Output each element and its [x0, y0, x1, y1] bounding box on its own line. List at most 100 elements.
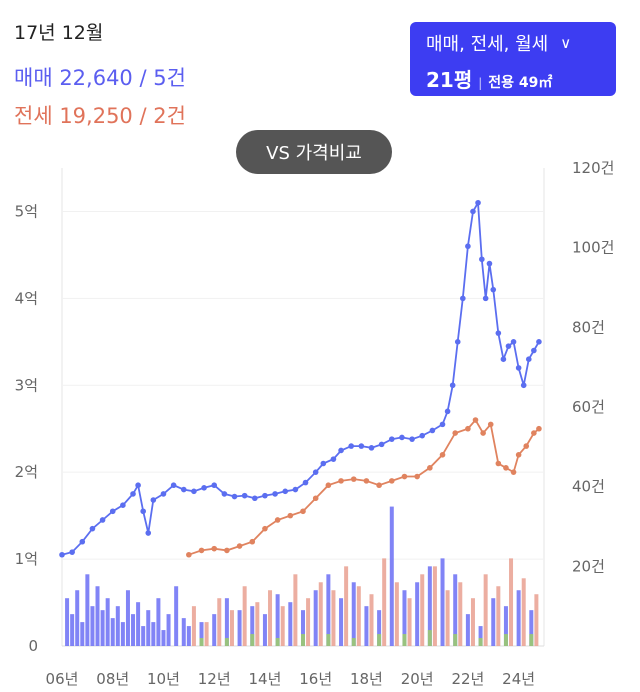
lease-price-point: [401, 473, 408, 480]
lease-price-point: [350, 476, 357, 482]
lease-price-point: [523, 443, 530, 449]
lease-price-point: [249, 538, 256, 545]
sale-price-point: [292, 486, 299, 493]
lease-price-point: [287, 512, 294, 519]
sale-price-point: [419, 432, 426, 439]
volume-bar: [70, 614, 75, 646]
volume-bar: [402, 634, 407, 646]
pyeong-label: 21평: [426, 68, 473, 92]
sale-price-point: [302, 479, 309, 486]
volume-bar: [224, 598, 229, 646]
volume-bar: [204, 622, 209, 646]
period-label: 17년 12월: [14, 22, 104, 44]
chart-grid: [61, 168, 545, 647]
volume-bar: [161, 630, 166, 646]
volume-bar: [445, 590, 450, 646]
sale-price-point: [505, 343, 512, 349]
lease-price-point: [427, 465, 433, 471]
volume-bar: [326, 634, 331, 646]
volume-bar: [521, 578, 526, 646]
sale-price-point: [449, 382, 456, 389]
volume-bar: [224, 638, 229, 646]
volume-bar: [229, 610, 234, 646]
volume-bar: [339, 598, 344, 646]
volume-bar: [440, 558, 445, 646]
lease-price-point: [376, 482, 382, 489]
sale-price-point: [145, 530, 152, 536]
price-lines: [59, 199, 542, 558]
trade-type-label: 매매, 전세, 월세: [426, 34, 549, 55]
lease-price-point: [325, 482, 332, 489]
sale-price-point: [221, 491, 228, 497]
lease-price-point: [262, 525, 268, 532]
y-left-tick-label: 2억: [15, 463, 38, 481]
lease-price-point: [388, 478, 395, 484]
sale-price-point: [109, 508, 116, 515]
sale-price-point: [282, 488, 289, 495]
volume-bar: [105, 598, 110, 646]
volume-bar: [369, 594, 374, 646]
sale-price-point: [388, 436, 395, 442]
sale-price-point: [409, 436, 415, 442]
volume-bar: [432, 566, 437, 646]
chevron-down-icon: ∨: [560, 34, 572, 52]
volume-bar: [306, 598, 311, 646]
volume-bar: [326, 574, 331, 646]
volume-bar: [313, 590, 318, 646]
sale-price-point: [439, 421, 446, 428]
volume-bar: [151, 622, 156, 646]
sale-price-point: [510, 339, 517, 345]
sale-price-point: [140, 508, 146, 515]
lease-price-point: [503, 465, 509, 471]
lease-price-point: [515, 452, 522, 458]
sale-price-point: [482, 295, 489, 302]
y-left-tick-label: 5억: [15, 202, 38, 220]
volume-bar: [268, 590, 273, 646]
volume-bar: [275, 638, 280, 646]
sale-price-point: [444, 408, 451, 415]
sale-price-point: [486, 260, 493, 267]
sale-price-point: [399, 434, 405, 441]
volume-bar: [199, 638, 204, 646]
x-tick-label: 06년: [46, 670, 79, 688]
volume-bar: [250, 606, 255, 646]
sale-price-point: [170, 482, 177, 489]
volume-bar: [318, 582, 323, 646]
volume-bar: [402, 590, 407, 646]
sale-price-point: [312, 469, 319, 475]
volume-bar: [65, 598, 70, 646]
lease-price-point: [465, 425, 471, 432]
divider: |: [478, 76, 483, 90]
volume-bar: [115, 606, 120, 646]
volume-bar: [427, 630, 432, 646]
sale-price-point: [520, 382, 527, 389]
volume-bar: [301, 634, 305, 646]
volume-bar: [120, 622, 125, 646]
sale-price-point: [479, 256, 485, 263]
volume-bar: [275, 594, 280, 646]
lease-price-point: [224, 547, 230, 554]
sale-price-point: [135, 482, 141, 489]
lease-price-point: [536, 425, 542, 432]
lease-price-point: [312, 495, 319, 502]
volume-bar: [110, 618, 115, 646]
lease-price-point: [414, 473, 420, 480]
trade-filter-button[interactable]: 매매, 전세, 월세 ∨ 21평 | 전용 49㎡: [410, 22, 616, 96]
volume-bar: [181, 618, 186, 646]
lease-price-point: [274, 517, 281, 523]
volume-bar: [503, 634, 508, 646]
volume-bar: [458, 582, 463, 646]
exclusive-area-label: 전용 49㎡: [488, 75, 553, 91]
lease-price-point: [472, 417, 479, 423]
volume-bar: [351, 582, 356, 646]
volume-bar: [301, 610, 305, 646]
lease-price-point: [236, 543, 243, 549]
volume-bar: [529, 610, 534, 646]
compare-button[interactable]: VS 가격비교: [236, 130, 392, 174]
sale-price-point: [320, 460, 327, 467]
sale-price-point: [120, 502, 126, 509]
volume-bar: [529, 634, 534, 646]
sale-price-point: [272, 491, 278, 497]
volume-bar: [136, 602, 141, 646]
